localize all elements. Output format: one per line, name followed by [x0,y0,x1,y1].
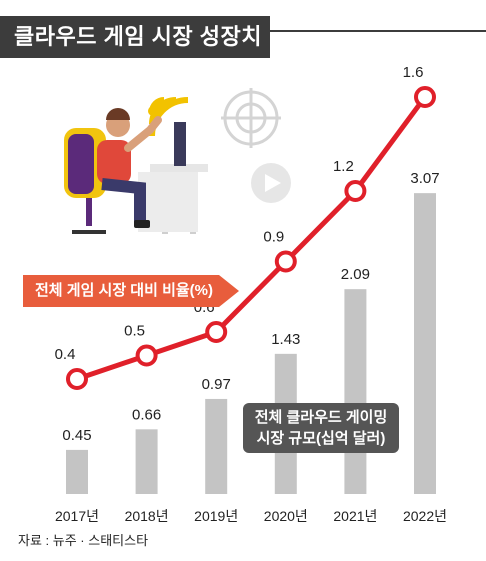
source-note: 자료 : 뉴주 · 스태티스타 [18,533,149,548]
play-icon [251,163,291,203]
bar-series-label-line1: 전체 클라우드 게이밍 [254,409,388,426]
line-point [344,180,367,202]
bar-series-label-line2: 시장 규모(십억 달러) [256,430,386,447]
title-rule [270,30,486,32]
bar-value-label: 0.45 [62,427,91,444]
line-point [274,250,297,273]
chart-title: 클라우드 게임 시장 성장치 [14,24,262,49]
line-point [66,368,88,390]
bar-2022년 [414,193,436,494]
x-tick-label: 2019년 [194,508,238,524]
bar-2017년 [66,449,88,494]
bar-value-label: 0.97 [202,376,231,393]
bar-2021년 [344,289,367,494]
line-point [135,344,158,367]
line-value-label: 1.2 [333,158,354,175]
bar-value-label: 3.07 [410,170,439,187]
bar-value-label: 0.66 [132,406,161,423]
bar-2019년 [205,398,228,494]
x-tick-label: 2017년 [55,508,99,524]
x-tick-label: 2022년 [403,508,447,524]
x-tick-label: 2018년 [125,508,169,524]
line-series-label-pointer [219,275,239,307]
line-value-label: 0.5 [124,323,145,340]
line-point [205,321,228,343]
bar-value-label: 2.09 [341,266,370,283]
x-tick-label: 2020년 [264,508,308,524]
line-value-label: 0.4 [55,346,76,363]
target-icon [221,88,281,148]
line-value-label: 1.6 [403,64,424,81]
bar-series-label: 전체 클라우드 게이밍 시장 규모(십억 달러) [243,403,399,453]
x-tick-label: 2021년 [333,508,377,524]
line-point [414,86,436,108]
gamer-illustration [64,88,291,234]
line-value-label: 0.9 [263,229,284,246]
bar-2018년 [135,429,158,494]
bar-value-label: 1.43 [271,331,300,348]
title-band: 클라우드 게임 시장 성장치 [0,16,270,58]
line-series-label: 전체 게임 시장 대비 비율(%) [23,275,219,307]
line-series [76,95,428,382]
